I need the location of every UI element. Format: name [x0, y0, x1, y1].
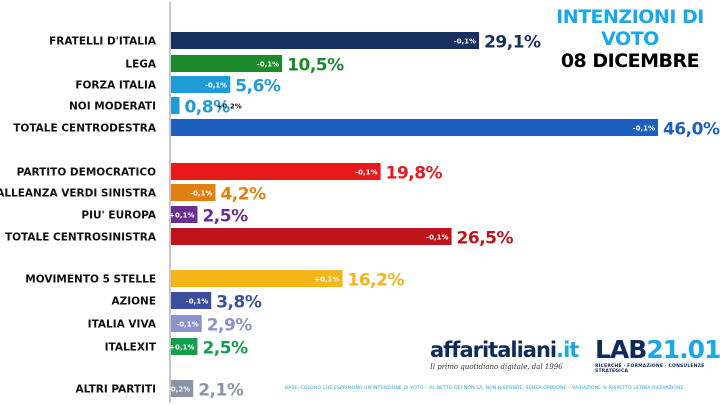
category-label: ITALIA VIVA — [88, 319, 157, 331]
title-date: 08 DICEMBRE — [560, 50, 700, 72]
bar — [171, 270, 343, 287]
change-label: -0,1% — [190, 190, 212, 198]
lab2101-logo: LAB21.01 RICERCHE · FORMAZIONE · CONSULE… — [595, 335, 720, 375]
change-label: +0,1% — [169, 344, 194, 352]
value-label: 19,8% — [386, 164, 443, 184]
bar — [171, 292, 212, 309]
value-label: 2,9% — [207, 316, 253, 336]
bar — [171, 32, 480, 49]
bar — [171, 97, 180, 114]
value-label: 29,1% — [484, 33, 541, 53]
change-label: +0,1% — [169, 212, 194, 220]
bar — [171, 55, 283, 72]
bar — [171, 163, 381, 180]
category-label: PIU' EUROPA — [81, 210, 156, 222]
change-label: -0,1% — [186, 298, 208, 306]
bar — [171, 380, 194, 397]
title-line-2: VOTO — [601, 28, 659, 50]
change-label: -0,1% — [633, 125, 655, 133]
lab2101-logo-tagline: RICERCHE · FORMAZIONE · CONSULENZE STRAT… — [595, 364, 705, 374]
category-label: TOTALE CENTROSINISTRA — [5, 232, 157, 244]
value-label: 0,8% — [184, 98, 230, 118]
change-label: -0,1% — [355, 169, 377, 177]
value-label: 3,8% — [216, 293, 262, 313]
category-label: ALLEANZA VERDI SINISTRA — [0, 188, 157, 200]
category-label: TOTALE CENTRODESTRA — [13, 123, 157, 135]
change-label: -0,2% — [168, 386, 190, 394]
change-label: -0,1% — [176, 321, 198, 329]
chart-title: INTENZIONI DI VOTO 08 DICEMBRE — [540, 6, 720, 72]
affaritaliani-logo: affaritaliani.it Il primo quotidiano dig… — [430, 338, 590, 371]
title-line-1: INTENZIONI DI — [556, 6, 704, 28]
category-label: NOI MODERATI — [69, 101, 156, 113]
value-label: 26,5% — [457, 229, 514, 249]
bar — [171, 184, 216, 201]
category-label: AZIONE — [111, 296, 156, 308]
category-label: FRATELLI D'ITALIA — [49, 36, 157, 48]
category-label: FORZA ITALIA — [75, 80, 157, 92]
change-label: +0,1% — [314, 276, 339, 284]
bar — [171, 76, 231, 93]
affaritaliani-logo-name: affaritaliani.it — [430, 338, 579, 362]
change-label: -0,1% — [454, 38, 476, 46]
bar — [171, 119, 658, 136]
bar — [171, 315, 202, 332]
category-label: ALTRI PARTITI — [76, 384, 157, 396]
value-label: 46,0% — [663, 120, 720, 140]
value-label: 2,5% — [202, 207, 248, 227]
change-label: -0,1% — [426, 234, 448, 242]
category-label: PARTITO DEMOCRATICO — [17, 167, 156, 179]
bar — [171, 206, 198, 223]
change-label: +0,2% — [216, 103, 241, 111]
change-label: -0,1% — [257, 61, 279, 69]
category-label: MOVIMENTO 5 STELLE — [25, 274, 156, 286]
category-label: LEGA — [125, 59, 156, 71]
category-label: ITALEXIT — [105, 342, 157, 354]
value-label: 5,6% — [235, 77, 281, 97]
lab2101-logo-name: LAB21.01 — [595, 335, 720, 364]
value-label: 2,5% — [202, 339, 248, 359]
bar — [171, 338, 198, 355]
value-label: 16,2% — [348, 271, 405, 291]
change-label: -0,1% — [205, 82, 227, 90]
value-label: 2,1% — [198, 381, 244, 401]
affaritaliani-logo-tagline: Il primo quotidiano digitale, dal 1996 — [430, 363, 563, 371]
footnote: BASE: COLORO CHE ESPRIMONO UN'INTENZIONE… — [285, 386, 684, 391]
bar — [171, 228, 452, 245]
value-label: 4,2% — [220, 185, 266, 205]
value-label: 10,5% — [287, 56, 344, 76]
